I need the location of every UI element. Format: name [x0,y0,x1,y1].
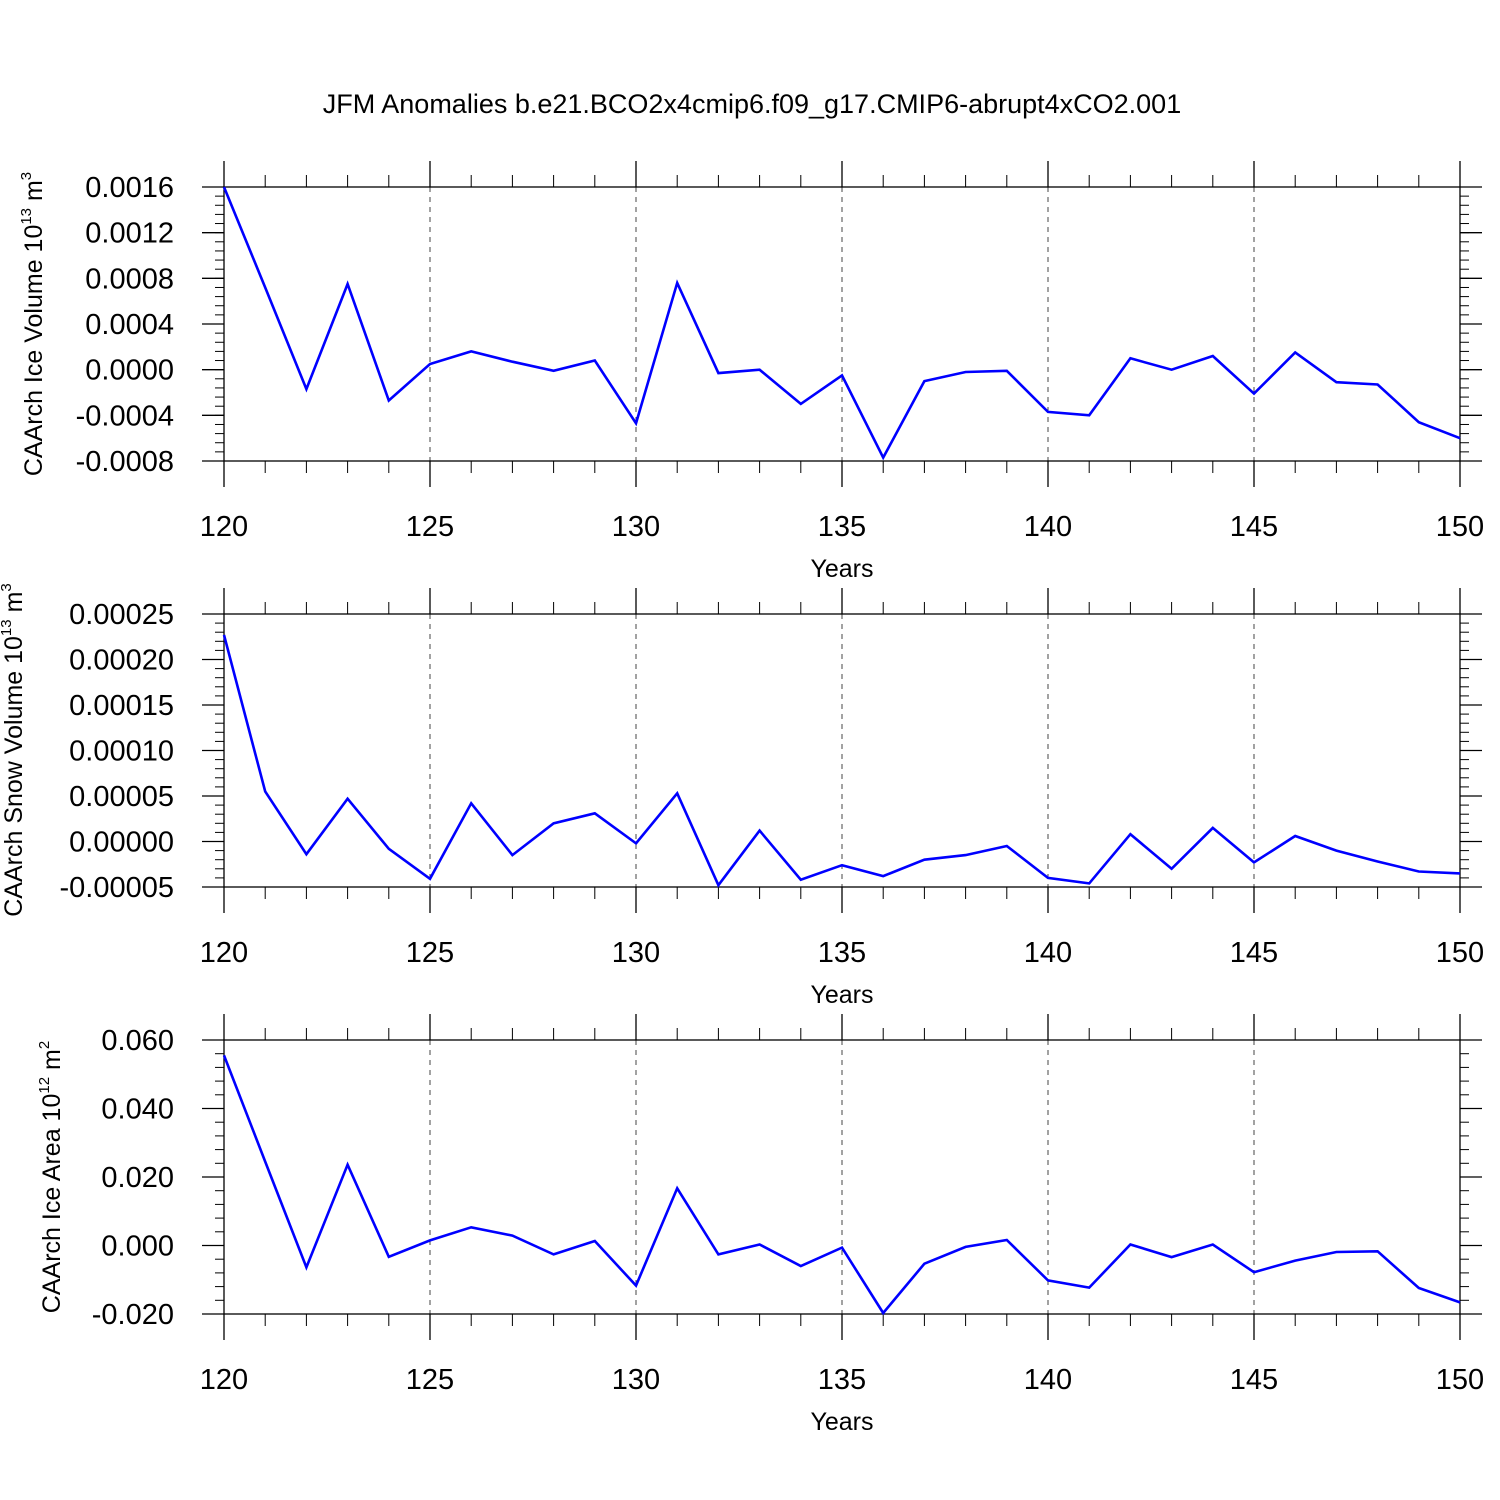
y-axis-title-part: 3 [18,172,35,180]
series-line [222,186,1461,461]
chart-panel-2: 120 125 130 135 140 145 150 0.00025 0.00020 0.000… [0,583,1484,1009]
y-axis-title-part: m [0,592,28,620]
y-axis-title-part: 13 [18,208,35,225]
y-tick-label: 0.0004 [85,309,174,341]
x-tick-label: 125 [406,511,454,543]
x-tick-label: 145 [1230,1364,1278,1396]
y-axis-title-part: 2 [36,1041,53,1049]
plot-frame [223,1039,1461,1315]
x-tick-label: 145 [1230,511,1278,543]
y-tick-label: 0.0008 [85,263,174,295]
y-axis-title-part: m [20,180,48,208]
x-tick-label: 120 [200,937,248,969]
y-axis-title-part: m [38,1049,66,1077]
y-axis-title-part: 12 [36,1077,53,1094]
y-axis-title: CAArch Snow Volume 1013 m3 [0,583,28,917]
y-tick-label: 0.00005 [69,781,174,813]
y-tick-label: 0.00025 [69,599,174,631]
x-tick-label: 120 [200,511,248,543]
y-axis-title-part: 3 [0,583,15,591]
x-tick-label: 135 [818,937,866,969]
x-tick-label: 140 [1024,937,1072,969]
chart-panel-3: 120 125 130 135 140 145 150 0.060 0.040 0.020 0.00… [36,1014,1484,1436]
y-tick-label: 0.00000 [69,827,174,859]
y-tick-label: -0.00005 [60,872,175,904]
plot-frame [223,613,1461,888]
y-tick-label: -0.0004 [76,400,174,432]
y-tick-label: 0.00010 [69,736,174,768]
x-tick-label: 130 [612,937,660,969]
x-tick-label: 130 [612,1364,660,1396]
y-tick-label: 0.0000 [85,355,174,387]
figure-title: JFM Anomalies b.e21.BCO2x4cmip6.f09_g17.… [323,89,1181,119]
x-axis-title: Years [810,981,873,1009]
x-tick-label: 125 [406,1364,454,1396]
y-axis-title-part: CAArch Snow Volume 10 [0,636,28,917]
x-tick-label: 125 [406,937,454,969]
y-tick-label: 0.0016 [85,172,174,204]
panels: 120 125 130 135 140 145 150 0.0016 0.0012 0.0008 0… [0,161,1484,1436]
x-tick-label: 135 [818,1364,866,1396]
x-tick-label: 120 [200,1364,248,1396]
x-tick-label: 140 [1024,1364,1072,1396]
y-tick-label: 0.020 [101,1162,174,1194]
x-tick-label: 145 [1230,937,1278,969]
chart-panel-1: 120 125 130 135 140 145 150 0.0016 0.0012 0.0008 0… [18,161,1484,583]
y-tick-label: 0.00015 [69,690,174,722]
y-axis-title-part: CAArch Ice Volume 10 [20,225,48,477]
y-axis-title: CAArch Ice Volume 1013 m3 [18,172,48,476]
x-axis-title: Years [810,555,873,583]
y-tick-label: 0.0012 [85,218,174,250]
y-tick-label: 0.00020 [69,645,174,677]
y-tick-label: 0.040 [101,1094,174,1126]
y-tick-label: -0.0008 [76,446,174,478]
y-tick-label: 0.000 [101,1231,174,1263]
x-tick-label: 135 [818,511,866,543]
y-tick-label: 0.060 [101,1025,174,1057]
x-tick-label: 130 [612,511,660,543]
x-axis-title: Years [810,1408,873,1436]
y-axis-title-part: CAArch Ice Area 10 [38,1094,66,1314]
y-axis-title: CAArch Ice Area 1012 m2 [36,1041,66,1313]
x-tick-label: 150 [1436,1364,1484,1396]
series-line [222,634,1461,888]
plot-frame [223,186,1461,462]
y-axis-title-part: 13 [0,619,15,636]
series-line [222,1054,1461,1316]
x-tick-label: 150 [1436,937,1484,969]
x-tick-label: 140 [1024,511,1072,543]
x-tick-label: 150 [1436,511,1484,543]
y-tick-label: -0.020 [92,1299,174,1331]
